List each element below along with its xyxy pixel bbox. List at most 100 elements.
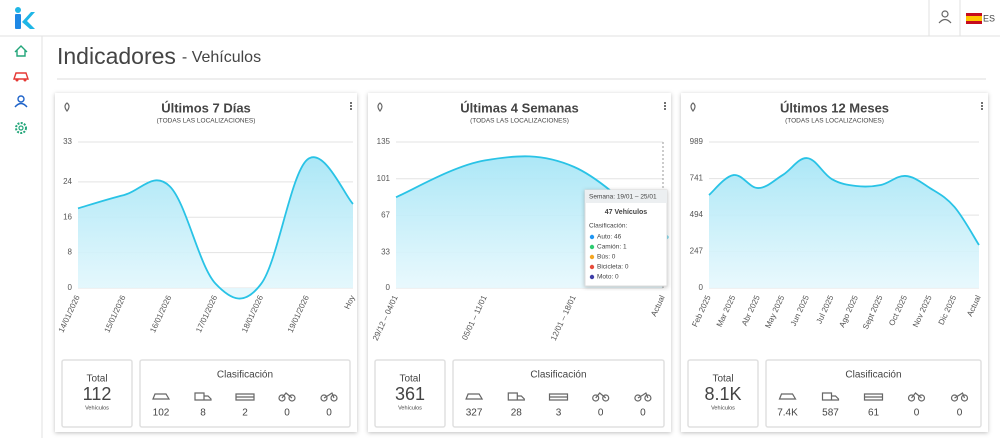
tooltip-swatch: [589, 274, 595, 280]
total-box: [61, 359, 133, 428]
vehicle-icon: [863, 393, 884, 401]
y-tick-label: 33: [381, 247, 390, 256]
tooltip-title: Semana: 19/01 – 25/01: [589, 194, 657, 201]
count: 0: [957, 408, 963, 419]
icon-moto: [320, 394, 328, 402]
y-tick-label: 0: [699, 283, 704, 292]
count: 8: [200, 408, 206, 419]
count: 0: [598, 408, 604, 419]
total-value: 8.1K: [704, 384, 741, 404]
icon-moto: [634, 394, 642, 402]
total-label: Total: [712, 374, 733, 385]
area: [709, 158, 979, 288]
vehicle-icon: [907, 392, 926, 402]
classification-label: Clasificación: [845, 370, 901, 381]
location-icon: [64, 102, 70, 112]
card-title: Últimos 7 Días: [161, 100, 251, 115]
count: 327: [466, 408, 483, 419]
y-tick-label: 741: [690, 174, 704, 183]
total-box: [374, 359, 446, 428]
count: 0: [326, 408, 332, 419]
icon-bus: [863, 393, 884, 401]
menu-dot: [981, 105, 983, 107]
tooltip-item: Auto: 46: [597, 234, 622, 241]
y-tick-label: 16: [63, 212, 72, 221]
count: 7.4K: [777, 408, 798, 419]
count: 3: [556, 408, 562, 419]
flag: [966, 16, 982, 21]
tooltip-item: Bicicleta: 0: [597, 264, 629, 271]
location-icon: [377, 102, 383, 112]
user-button[interactable]: [938, 10, 952, 24]
tooltip-item: Bús: 0: [597, 254, 616, 261]
y-tick-label: 67: [381, 211, 390, 220]
tooltip-swatch: [589, 244, 595, 250]
vehicle-icon: [592, 392, 610, 402]
icon-moto: [330, 394, 338, 402]
icon-truck: [821, 392, 840, 401]
page-title-sub: - Vehículos: [182, 49, 261, 66]
menu-dot: [664, 105, 666, 107]
icon-bike: [907, 394, 916, 402]
tooltip-header: [585, 190, 667, 203]
y-tick-label: 8: [68, 248, 73, 257]
total-label: Total: [399, 374, 420, 385]
icon-bike: [288, 394, 296, 402]
language-button[interactable]: ES: [966, 13, 995, 24]
language: ES: [983, 13, 995, 23]
vehicle-icon: [320, 392, 338, 402]
nav-vehicles[interactable]: [13, 72, 29, 82]
vehicle-icon: [778, 393, 797, 400]
total-label: Total: [86, 374, 107, 385]
icon-bike: [592, 394, 600, 402]
tooltip-swatch: [589, 254, 595, 260]
total-unit: Vehículos: [398, 405, 422, 411]
count: 61: [868, 408, 880, 419]
menu-dot: [350, 105, 352, 107]
card-title: Últimos 12 Meses: [780, 100, 889, 115]
icon-bike: [917, 394, 926, 402]
vehicle-icon: [950, 392, 969, 402]
count: 28: [511, 408, 523, 419]
tooltip-item: Camión: 1: [597, 244, 627, 251]
nav-home[interactable]: [14, 45, 28, 57]
card-subtitle: (TODAS LAS LOCALIZACIONES): [157, 118, 256, 125]
tooltip-heading: Clasificación:: [589, 223, 627, 230]
vehicle-icon: [235, 393, 255, 401]
logo[interactable]: [15, 7, 35, 29]
menu-dot: [350, 108, 352, 110]
icon-bike: [278, 394, 286, 402]
total-value: 361: [395, 384, 425, 404]
y-tick-label: 101: [377, 174, 391, 183]
count: 0: [284, 408, 290, 419]
vehicle-icon: [465, 393, 484, 400]
total-unit: Vehículos: [85, 405, 109, 411]
tooltip-swatch: [589, 234, 595, 240]
page-title-main: Indicadores: [57, 43, 176, 69]
icon-bus: [548, 393, 569, 401]
nav-settings[interactable]: [15, 122, 27, 134]
classification-label: Clasificación: [217, 370, 273, 381]
vehicle-icon: [278, 392, 296, 402]
y-tick-label: 989: [690, 137, 704, 146]
icon-bike: [281, 392, 293, 399]
count: 587: [822, 408, 839, 419]
icon-bike: [602, 394, 610, 402]
menu-dot: [981, 102, 983, 104]
icon-truck: [507, 392, 525, 401]
icon-moto: [960, 394, 969, 402]
vehicle-icon: [194, 392, 212, 401]
count: 0: [640, 408, 646, 419]
tooltip-item: Moto: 0: [597, 274, 619, 281]
menu-dot: [981, 108, 983, 110]
y-tick-label: 24: [63, 177, 72, 186]
area: [78, 157, 353, 299]
nav-users[interactable]: [14, 95, 28, 108]
menu-dot: [664, 108, 666, 110]
icon-moto: [323, 392, 335, 399]
icon-bus: [235, 393, 255, 401]
card-subtitle: (TODAS LAS LOCALIZACIONES): [470, 118, 569, 125]
icon-bike: [911, 392, 922, 399]
